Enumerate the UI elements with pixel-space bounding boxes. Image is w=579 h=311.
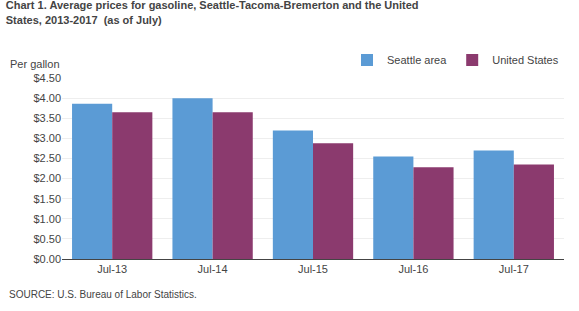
svg-text:Jul-13: Jul-13 [97,263,127,275]
svg-text:Jul-16: Jul-16 [398,263,428,275]
svg-text:$0.00: $0.00 [33,253,61,265]
svg-text:United States: United States [492,54,559,66]
svg-text:$1.00: $1.00 [33,213,61,225]
svg-text:$1.50: $1.50 [33,193,61,205]
svg-text:$2.00: $2.00 [33,172,61,184]
svg-text:SOURCE: U.S. Bureau of Labor S: SOURCE: U.S. Bureau of Labor Statistics. [9,289,197,300]
svg-text:Chart 1. Average prices for ga: Chart 1. Average prices for gasoline, Se… [6,0,419,26]
svg-text:Jul-14: Jul-14 [198,263,228,275]
svg-text:$3.00: $3.00 [33,132,61,144]
svg-text:$4.50: $4.50 [33,72,61,84]
svg-text:$2.50: $2.50 [33,152,61,164]
svg-text:Jul-17: Jul-17 [499,263,529,275]
svg-text:$3.50: $3.50 [33,112,61,124]
svg-text:Jul-15: Jul-15 [298,263,328,275]
svg-text:Seattle area: Seattle area [387,54,447,66]
svg-text:Per gallon: Per gallon [10,58,60,70]
svg-text:$4.00: $4.00 [33,92,61,104]
svg-text:$0.50: $0.50 [33,233,61,245]
